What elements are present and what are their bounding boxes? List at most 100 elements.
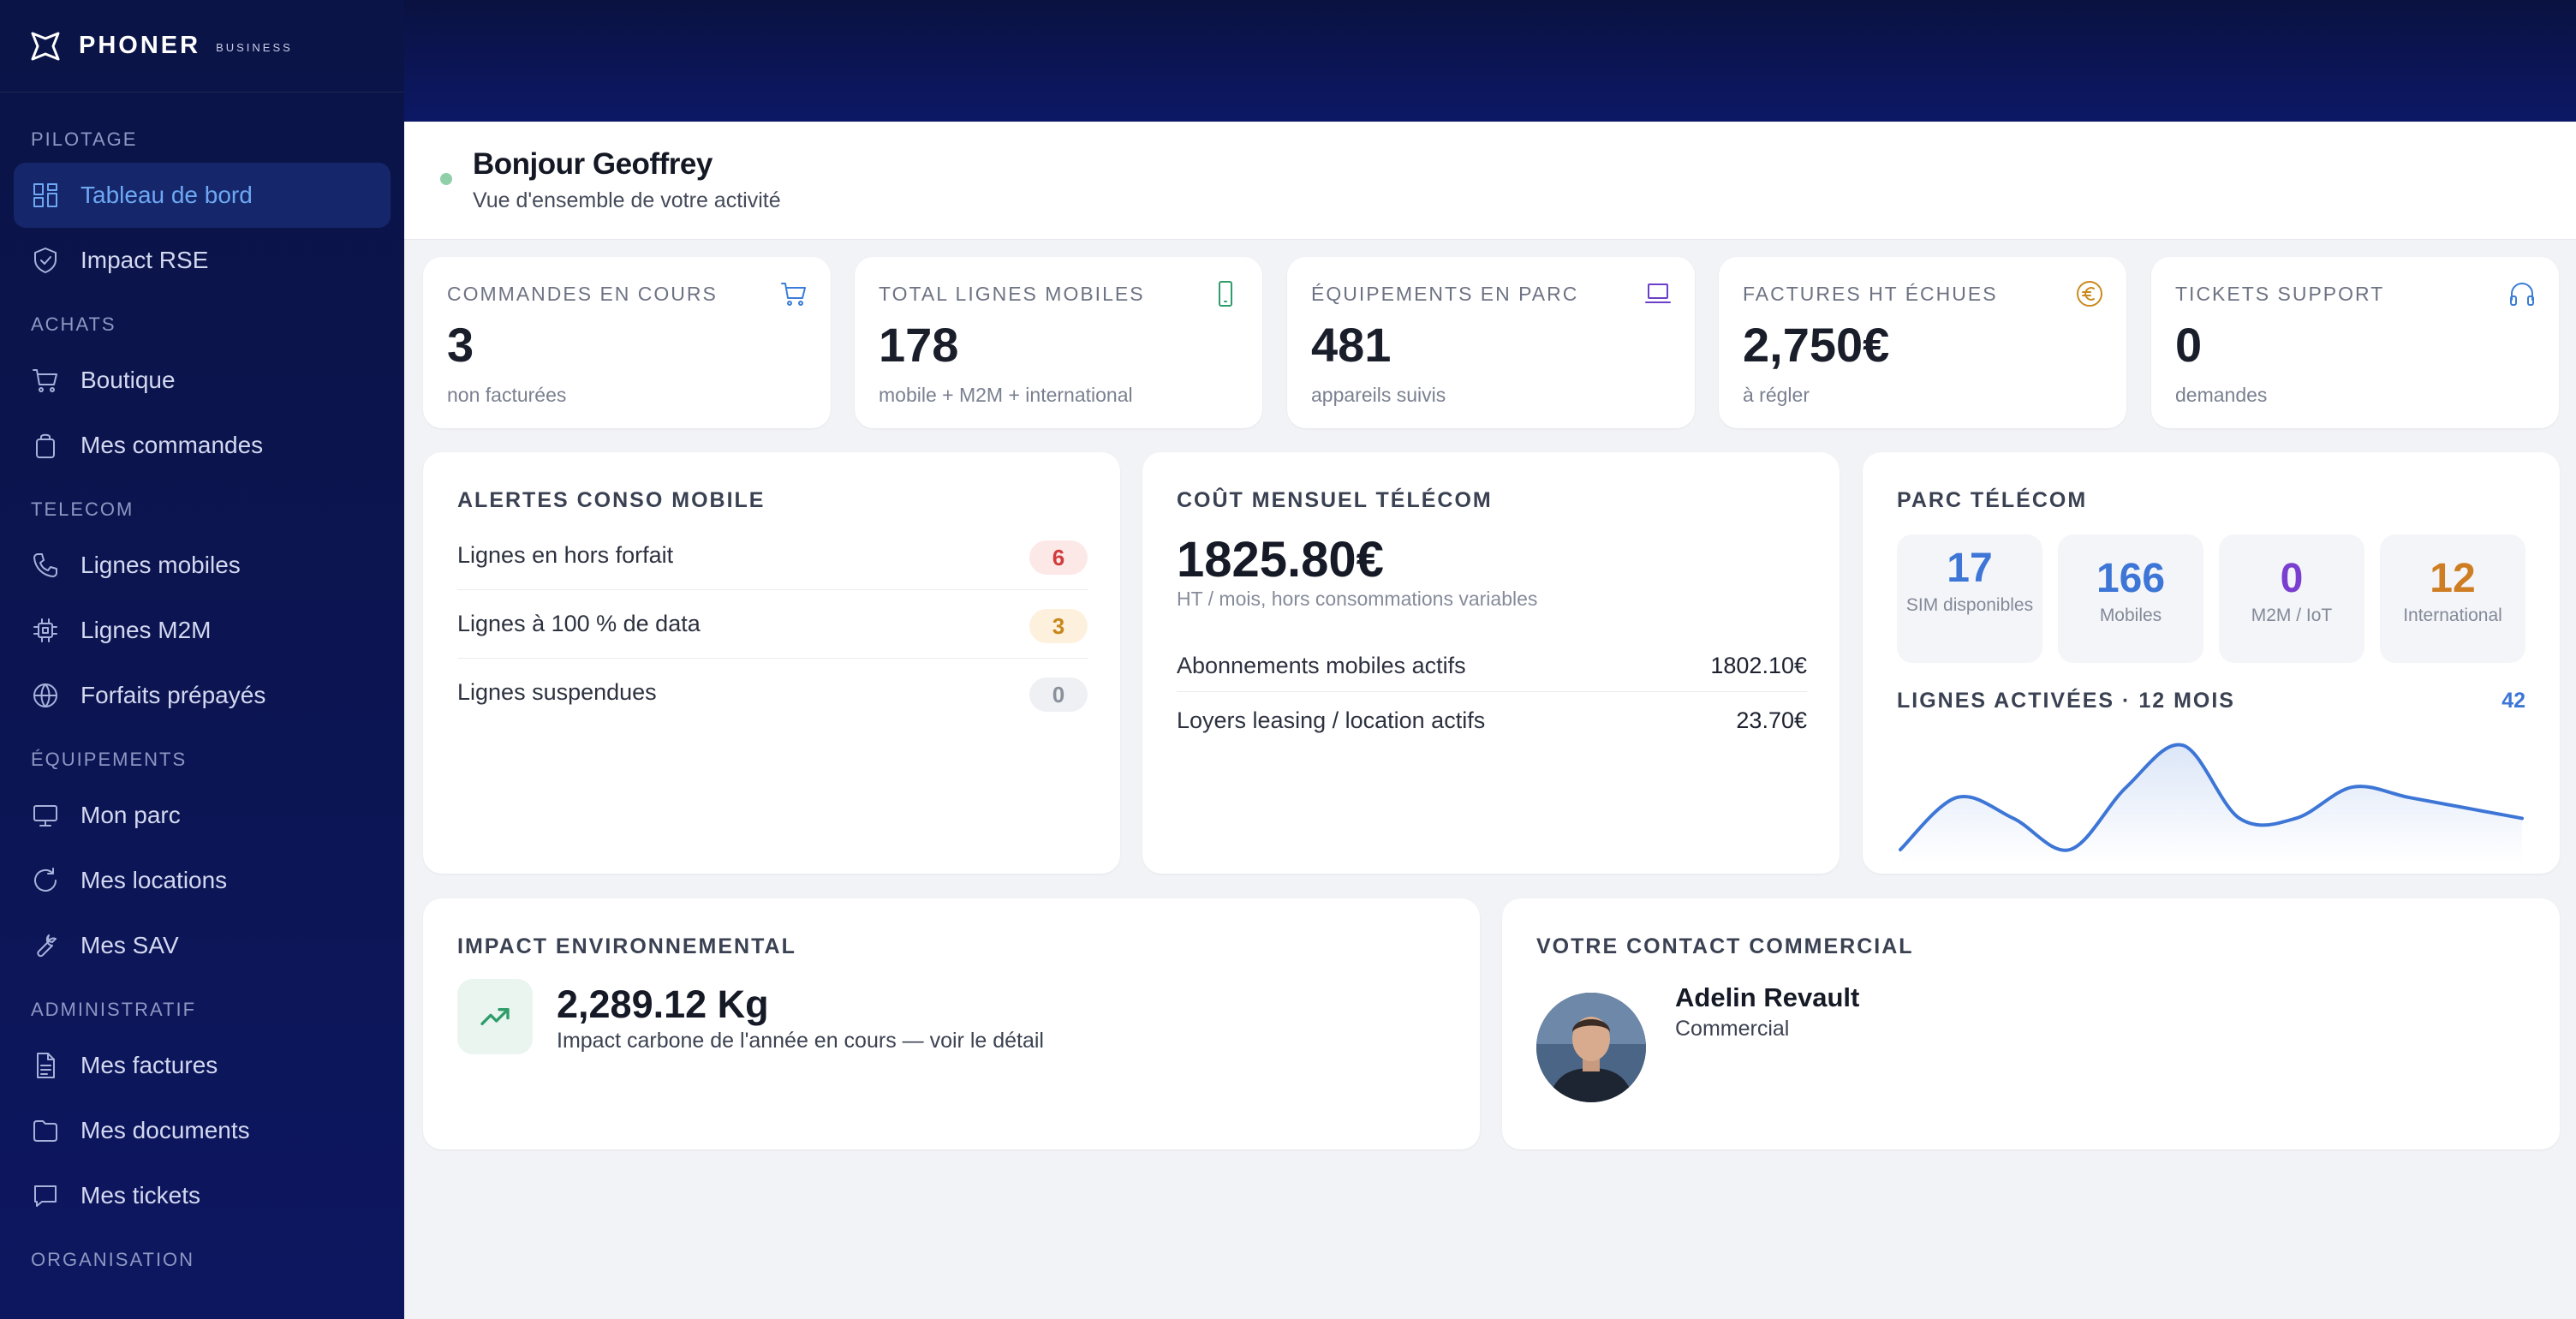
sidebar: PHONER BUSINESS PILOTAGE Tableau de bord I… [0, 0, 404, 1319]
sidebar-item-mes-sav[interactable]: Mes SAV [14, 913, 391, 978]
stat-label: TICKETS SUPPORT [2175, 283, 2385, 305]
status-dot [440, 173, 452, 185]
sidebar-item-mon-parc[interactable]: Mon parc [14, 783, 391, 848]
top-header-band [404, 0, 2576, 122]
chip-icon [31, 616, 60, 645]
parc-stat-value: 0 [2280, 556, 2304, 601]
parc-stat-box[interactable]: 17 SIM disponibles [1897, 534, 2042, 663]
cart-icon [779, 279, 808, 308]
alert-label: Lignes suspendues [457, 679, 657, 705]
sidebar-item-boutique[interactable]: Boutique [14, 348, 391, 413]
stat-card-5[interactable]: TICKETS SUPPORT 0 demandes [2151, 257, 2559, 428]
lines-chart-total: 42 [2501, 689, 2525, 713]
alerts-card: ALERTES CONSO MOBILE Lignes en hors forf… [423, 452, 1120, 874]
stat-label: TOTAL LIGNES MOBILES [879, 283, 1145, 305]
sidebar-item-label: Mes documents [80, 1117, 250, 1143]
stat-card-1[interactable]: COMMANDES EN COURS 3 non facturées [423, 257, 831, 428]
alert-count-badge: 6 [1029, 540, 1088, 575]
alert-count-badge: 0 [1029, 677, 1088, 712]
sidebar-item-label: Mes locations [80, 867, 228, 893]
stat-label: COMMANDES EN COURS [447, 283, 718, 305]
stat-value: 2,750€ [1743, 318, 1890, 372]
avatar [1536, 993, 1646, 1102]
euro-icon [2075, 279, 2104, 308]
sidebar-item-label: Impact RSE [80, 247, 209, 273]
parc-card: PARC TÉLÉCOM 17 SIM disponibles 166 Mobiles… [1863, 452, 2560, 874]
sidebar-item-forfaits-pr-pay-s[interactable]: Forfaits prépayés [14, 663, 391, 728]
sidebar-item-lignes-mobiles[interactable]: Lignes mobiles [14, 533, 391, 598]
alert-row[interactable]: Lignes à 100 % de data 3 [457, 590, 1088, 659]
sidebar-item-label: Mon parc [80, 802, 181, 828]
stat-card-3[interactable]: ÉQUIPEMENTS EN PARC 481 appareils suivis [1287, 257, 1695, 428]
parc-stat-box[interactable]: 0 M2M / IoT [2219, 534, 2364, 663]
cost-title: COÛT MENSUEL TÉLÉCOM [1177, 488, 1493, 512]
impact-value: 2,289.12 Kg [557, 982, 769, 1026]
cost-row: Loyers leasing / location actifs 23.70€ [1177, 692, 1807, 747]
dashboard-icon [31, 181, 60, 210]
alert-label: Lignes à 100 % de data [457, 611, 701, 636]
cost-card: COÛT MENSUEL TÉLÉCOM 1825.80€ HT / mois,… [1142, 452, 1840, 874]
contact-role: Commercial [1675, 1017, 1790, 1041]
sidebar-item-mes-tickets[interactable]: Mes tickets [14, 1163, 391, 1228]
sidebar-item-label: Boutique [80, 367, 176, 393]
sidebar-item-label: Forfaits prépayés [80, 682, 266, 708]
parc-stat-box[interactable]: 12 International [2380, 534, 2525, 663]
alerts-title: ALERTES CONSO MOBILE [457, 488, 766, 512]
cart-icon [31, 366, 60, 395]
stat-card-2[interactable]: TOTAL LIGNES MOBILES 178 mobile + M2M + in… [855, 257, 1262, 428]
cost-row-label: Loyers leasing / location actifs [1177, 707, 1486, 733]
lines-chart-title: LIGNES ACTIVÉES · 12 MOIS [1897, 689, 2235, 713]
contact-title: VOTRE CONTACT COMMERCIAL [1536, 934, 1914, 958]
sidebar-item-mes-commandes[interactable]: Mes commandes [14, 413, 391, 478]
sidebar-nav: PILOTAGE Tableau de bord Impact RSE ACHATS B… [0, 93, 404, 1271]
sidebar-item-impact-rse[interactable]: Impact RSE [14, 228, 391, 293]
contact-name: Adelin Revault [1675, 982, 1860, 1012]
stat-subtitle: mobile + M2M + international [879, 384, 1133, 406]
headphones-icon [2507, 279, 2537, 308]
lines-activated-chart [1899, 743, 2524, 863]
stat-value: 178 [879, 318, 959, 372]
sidebar-item-lignes-m2m[interactable]: Lignes M2M [14, 598, 391, 663]
greeting-bar: Bonjour Geoffrey Vue d'ensemble de votre… [404, 122, 2576, 240]
sidebar-item-mes-factures[interactable]: Mes factures [14, 1033, 391, 1098]
sidebar-item-label: Mes tickets [80, 1182, 201, 1209]
cost-row-value: 1802.10€ [1710, 653, 1807, 678]
shield-icon [31, 246, 60, 275]
folder-icon [31, 1116, 60, 1145]
sidebar-item-mes-documents[interactable]: Mes documents [14, 1098, 391, 1163]
sidebar-item-label: Lignes M2M [80, 617, 212, 643]
parc-stat-box[interactable]: 166 Mobiles [2058, 534, 2203, 663]
stat-value: 481 [1311, 318, 1392, 372]
impact-title: IMPACT ENVIRONNEMENTAL [457, 934, 796, 958]
cost-row-label: Abonnements mobiles actifs [1177, 653, 1466, 678]
section-title-telecom: TELECOM [31, 498, 134, 520]
section-title-achats: ACHATS [31, 313, 116, 335]
alert-row[interactable]: Lignes suspendues 0 [457, 659, 1088, 727]
message-icon [31, 1181, 60, 1210]
file-text-icon [31, 1051, 60, 1080]
impact-card[interactable]: IMPACT ENVIRONNEMENTAL 2,289.12 Kg Impac… [423, 898, 1480, 1149]
sidebar-item-label: Mes SAV [80, 932, 179, 958]
page-title: Bonjour Geoffrey [473, 147, 713, 181]
parc-stat-value: 17 [1947, 546, 1993, 591]
sidebar-item-label: Mes commandes [80, 432, 264, 458]
brand[interactable]: PHONER BUSINESS [0, 0, 404, 93]
stat-card-4[interactable]: FACTURES HT ÉCHUES 2,750€ à régler [1719, 257, 2126, 428]
stat-value: 3 [447, 318, 474, 372]
refresh-icon [31, 866, 60, 895]
cost-row: Abonnements mobiles actifs 1802.10€ [1177, 637, 1807, 692]
alert-row[interactable]: Lignes en hors forfait 6 [457, 522, 1088, 590]
sidebar-item-label: Lignes mobiles [80, 552, 241, 578]
sidebar-item-mes-locations[interactable]: Mes locations [14, 848, 391, 913]
sidebar-item-tableau-de-bord[interactable]: Tableau de bord [14, 163, 391, 228]
impact-detail-link[interactable]: Impact carbone de l'année en cours — voi… [557, 1029, 1044, 1053]
parc-title: PARC TÉLÉCOM [1897, 488, 2088, 512]
trending-up-icon [457, 979, 533, 1054]
section-title-pilotage: PILOTAGE [31, 128, 138, 150]
smartphone-icon [1211, 279, 1240, 308]
phone-icon [31, 551, 60, 580]
shopping-bag-icon [31, 431, 60, 460]
stat-label: ÉQUIPEMENTS EN PARC [1311, 283, 1579, 305]
stat-subtitle: appareils suivis [1311, 384, 1446, 406]
stat-subtitle: non facturées [447, 384, 567, 406]
